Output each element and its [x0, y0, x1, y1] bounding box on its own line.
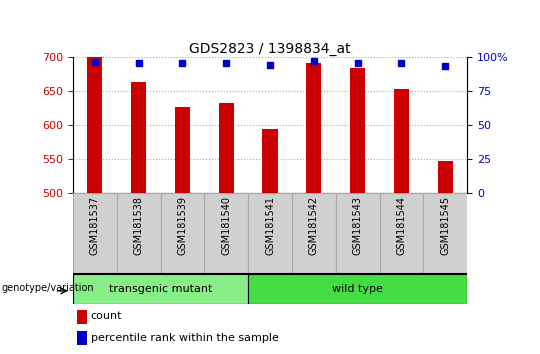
Text: wild type: wild type	[332, 284, 383, 295]
Bar	[394, 88, 409, 193]
Text: GSM181543: GSM181543	[353, 196, 362, 255]
Text: genotype/variation: genotype/variation	[2, 283, 94, 293]
Bar	[73, 274, 248, 304]
Text: GSM181542: GSM181542	[309, 196, 319, 255]
Bar	[350, 68, 365, 193]
Text: GSM181540: GSM181540	[221, 196, 231, 255]
Bar	[175, 107, 190, 193]
Bar	[73, 193, 117, 274]
Text: GSM181541: GSM181541	[265, 196, 275, 255]
Bar	[423, 193, 467, 274]
Bar	[131, 82, 146, 193]
Text: GSM181544: GSM181544	[396, 196, 407, 255]
Text: GSM181537: GSM181537	[90, 196, 100, 255]
Bar	[77, 331, 87, 345]
Bar	[437, 161, 453, 193]
Text: GSM181538: GSM181538	[133, 196, 144, 255]
Text: GSM181539: GSM181539	[178, 196, 187, 255]
Bar	[219, 103, 234, 193]
Bar	[306, 63, 321, 193]
Text: percentile rank within the sample: percentile rank within the sample	[91, 332, 279, 343]
Text: GSM181545: GSM181545	[440, 196, 450, 255]
Bar	[262, 129, 278, 193]
Text: count: count	[91, 312, 122, 321]
Bar	[117, 193, 160, 274]
Bar	[87, 57, 103, 193]
Bar	[380, 193, 423, 274]
Title: GDS2823 / 1398834_at: GDS2823 / 1398834_at	[189, 42, 351, 56]
Bar	[248, 274, 467, 304]
Text: transgenic mutant: transgenic mutant	[109, 284, 212, 295]
Bar	[336, 193, 380, 274]
Bar	[77, 310, 87, 324]
Bar	[160, 193, 204, 274]
Bar	[292, 193, 336, 274]
Bar	[248, 193, 292, 274]
Bar	[204, 193, 248, 274]
